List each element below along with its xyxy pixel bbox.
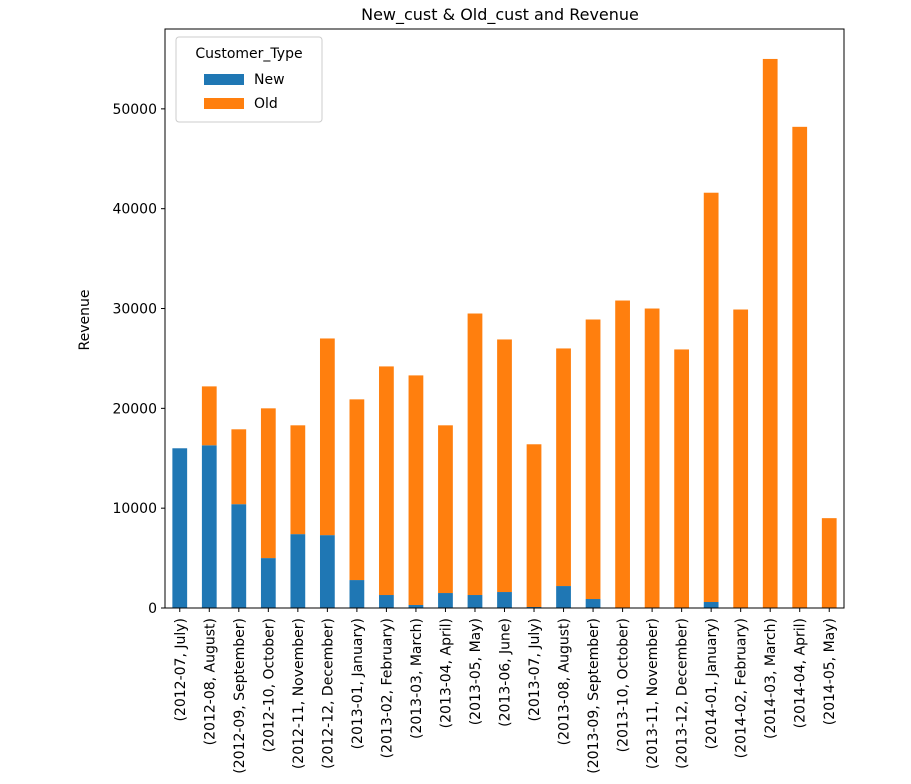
bar-old-16 — [644, 308, 660, 608]
bar-new-10 — [467, 595, 483, 608]
bar-old-2 — [231, 429, 247, 505]
x-tick-label-16: (2013-11, November) — [645, 618, 661, 769]
bar-new-4 — [290, 534, 306, 608]
bar-new-8 — [408, 605, 424, 608]
y-tick-label-3: 30000 — [112, 302, 157, 318]
bar-new-9 — [438, 593, 453, 608]
x-tick-label-12: (2013-07, July) — [527, 618, 543, 722]
legend-swatch-new — [204, 74, 244, 85]
bar-new-14 — [585, 599, 601, 608]
x-tick-label-1: (2012-08, August) — [202, 618, 218, 745]
legend: Customer_Type New Old — [175, 36, 323, 123]
chart-title: New_cust & Old_cust and Revenue — [361, 5, 639, 25]
bar-old-17 — [674, 349, 690, 608]
x-tick-label-15: (2013-10, October) — [616, 618, 632, 752]
bars-layer — [172, 58, 837, 608]
bar-old-14 — [585, 319, 601, 600]
legend-swatch-old — [204, 98, 244, 109]
bar-old-15 — [615, 300, 630, 608]
bar-old-18 — [703, 192, 719, 603]
bar-old-4 — [290, 425, 306, 535]
x-tick-label-7: (2013-02, February) — [379, 618, 395, 758]
bar-old-5 — [319, 338, 335, 536]
x-tick-label-5: (2012-12, December) — [320, 618, 336, 769]
x-tick-label-6: (2013-01, January) — [350, 618, 366, 749]
bar-new-11 — [497, 592, 512, 608]
bar-old-9 — [438, 425, 453, 594]
x-tick-label-2: (2012-09, September) — [232, 618, 248, 774]
x-tick-label-20: (2014-03, March) — [763, 618, 779, 739]
bar-new-0 — [172, 448, 188, 608]
x-tick-label-19: (2014-02, February) — [734, 618, 750, 758]
y-tick-label-5: 50000 — [112, 102, 157, 118]
x-tick-label-4: (2012-11, November) — [291, 618, 307, 769]
bar-new-7 — [379, 595, 394, 608]
bar-old-21 — [792, 126, 808, 608]
bar-old-8 — [408, 375, 424, 605]
bar-new-5 — [319, 535, 335, 608]
y-axis-label: Revenue — [77, 290, 93, 351]
axes-layer: 0 10000 20000 30000 40000 50000 (2012-07, July… — [112, 28, 845, 774]
legend-title: Customer_Type — [195, 46, 302, 62]
x-tick-label-9: (2013-04, April) — [438, 618, 454, 728]
y-tick-label-1: 10000 — [112, 501, 157, 517]
bar-old-19 — [733, 309, 749, 608]
bar-old-3 — [260, 408, 276, 559]
x-tick-label-21: (2014-04, April) — [793, 618, 809, 728]
bar-new-13 — [556, 586, 571, 608]
x-tick-label-8: (2013-03, March) — [409, 618, 425, 739]
bar-old-7 — [379, 366, 394, 596]
bar-new-18 — [703, 602, 719, 608]
x-tick-label-3: (2012-10, October) — [261, 618, 277, 752]
bar-old-20 — [762, 58, 778, 608]
x-tick-label-0: (2012-07, July) — [173, 618, 189, 722]
legend-label-old: Old — [254, 96, 278, 112]
bar-old-6 — [349, 399, 365, 581]
bar-new-3 — [260, 558, 276, 608]
x-tick-label-18: (2014-01, January) — [704, 618, 720, 749]
bar-old-10 — [467, 313, 483, 596]
bar-old-12 — [526, 444, 542, 607]
bar-new-1 — [201, 445, 217, 608]
bar-old-11 — [497, 339, 512, 593]
y-tick-label-0: 0 — [148, 601, 157, 617]
bar-new-6 — [349, 580, 365, 608]
x-tick-label-17: (2013-12, December) — [675, 618, 691, 769]
bar-old-1 — [201, 386, 217, 446]
x-tick-label-22: (2014-05, May) — [822, 618, 838, 725]
x-tick-label-14: (2013-09, September) — [586, 618, 602, 774]
x-tick-label-13: (2013-08, August) — [557, 618, 573, 745]
x-tick-label-11: (2013-06, June) — [498, 618, 514, 727]
y-tick-label-2: 20000 — [112, 401, 157, 417]
bar-new-2 — [231, 504, 247, 608]
x-tick-label-10: (2013-05, May) — [468, 618, 484, 725]
bar-old-13 — [556, 348, 571, 587]
bar-old-22 — [821, 518, 837, 608]
y-tick-label-4: 40000 — [112, 202, 157, 218]
legend-label-new: New — [254, 72, 285, 88]
